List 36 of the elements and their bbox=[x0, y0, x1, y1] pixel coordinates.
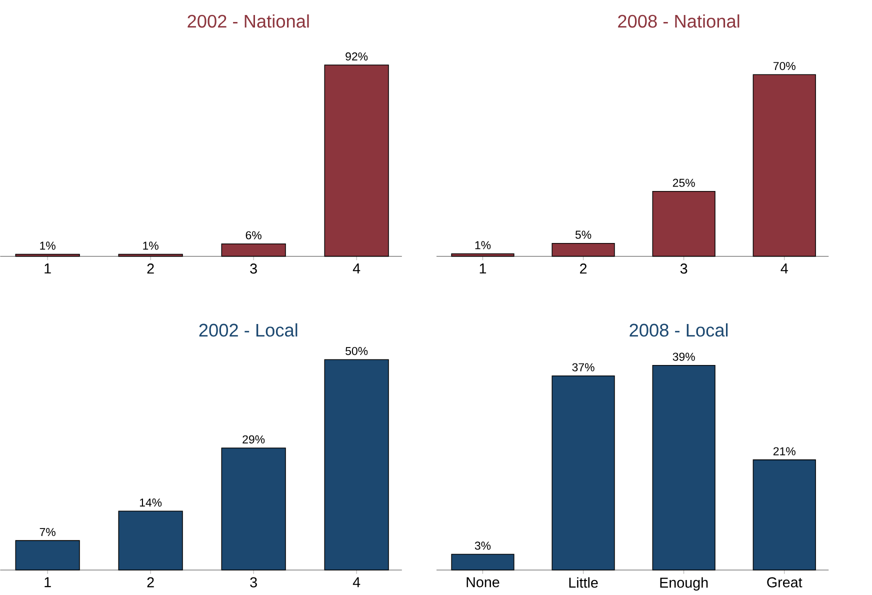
x-tick-label: 4 bbox=[352, 577, 360, 588]
data-label: 70% bbox=[773, 62, 796, 70]
data-label: 6% bbox=[246, 231, 262, 240]
data-label: 1% bbox=[143, 242, 158, 250]
x-tick-label: None bbox=[466, 577, 500, 588]
x-tick-label: Enough bbox=[660, 577, 708, 591]
x-tick-label: 4 bbox=[780, 264, 788, 274]
chart-title: 2002 - National bbox=[188, 14, 309, 28]
data-label: 29% bbox=[242, 435, 265, 444]
chart-title: 2008 - National bbox=[618, 14, 740, 28]
data-label: 3% bbox=[474, 542, 491, 550]
x-tick-label: 2 bbox=[147, 264, 154, 274]
data-label: 92% bbox=[346, 52, 368, 61]
x-tick-label: 2 bbox=[580, 264, 587, 274]
x-tick-label: 2 bbox=[147, 577, 154, 588]
x-tick-label: Great bbox=[767, 577, 802, 588]
data-label: 39% bbox=[672, 352, 695, 361]
chart-title: 2002 - Local bbox=[199, 323, 298, 337]
x-tick-label: 1 bbox=[480, 264, 486, 274]
data-label: 14% bbox=[140, 498, 162, 507]
data-label: 7% bbox=[40, 528, 56, 536]
x-tick-label: 3 bbox=[250, 264, 257, 274]
x-tick-label: 1 bbox=[44, 577, 51, 588]
x-tick-label: Little bbox=[569, 577, 598, 588]
x-tick-label: 1 bbox=[44, 264, 51, 274]
data-label: 37% bbox=[572, 363, 594, 372]
data-label: 50% bbox=[346, 347, 368, 356]
x-tick-label: 4 bbox=[352, 264, 360, 274]
data-label: 1% bbox=[475, 241, 491, 250]
data-label: 21% bbox=[773, 447, 796, 456]
data-label: 1% bbox=[40, 242, 56, 250]
x-tick-label: 3 bbox=[680, 264, 688, 274]
data-label: 5% bbox=[575, 230, 592, 239]
x-tick-label: 3 bbox=[250, 577, 257, 588]
chart-title: 2008 - Local bbox=[630, 323, 728, 337]
data-label: 25% bbox=[672, 178, 695, 187]
